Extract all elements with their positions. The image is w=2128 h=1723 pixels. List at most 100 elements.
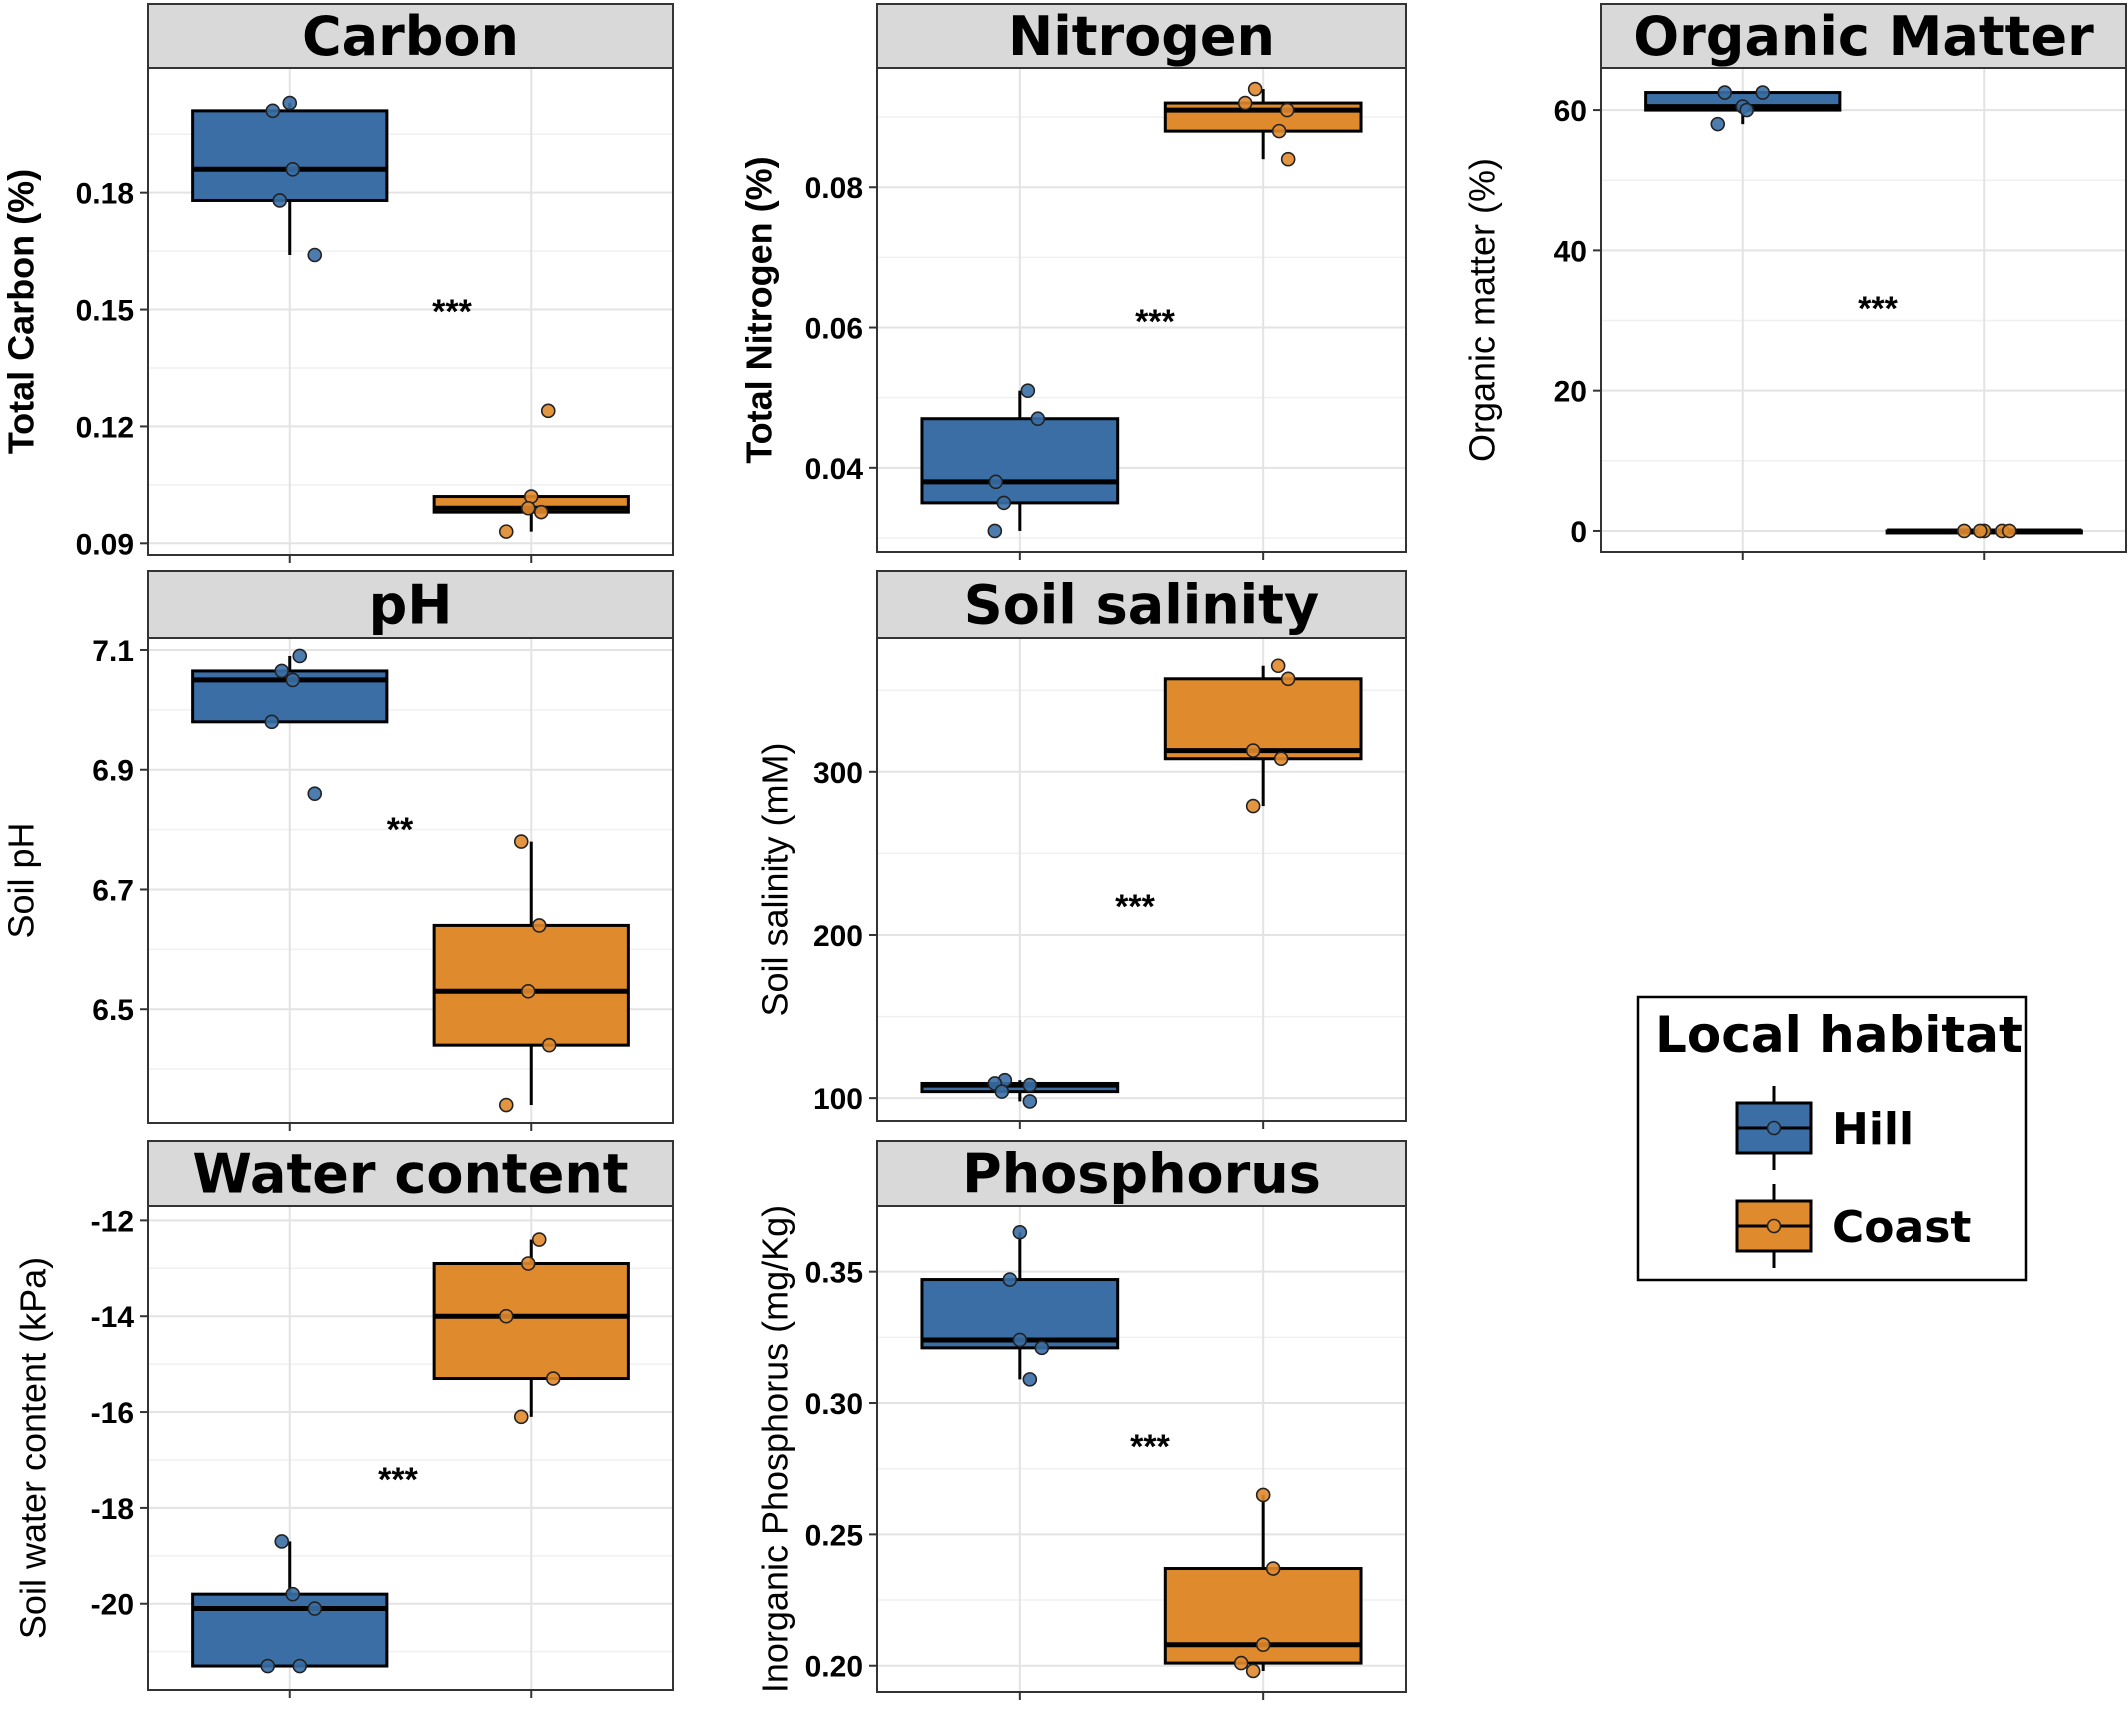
y-tick-label: 0.09 (76, 528, 134, 561)
y-tick-label: -16 (91, 1397, 134, 1430)
box-coast (432, 403, 630, 539)
y-tick-label: 6.7 (92, 874, 134, 907)
data-point (1022, 1077, 1038, 1093)
box-iqr (920, 417, 1120, 505)
y-tick-label: -20 (91, 1589, 134, 1622)
box-coast (1163, 1487, 1363, 1679)
panel-title: Organic Matter (1633, 5, 2094, 68)
legend-item-hill: Hill (1735, 1086, 1914, 1170)
box-hill (191, 648, 389, 801)
data-point (1247, 81, 1263, 97)
strip-background (147, 1140, 674, 1207)
y-tick-label: 7.1 (92, 635, 134, 668)
data-point (1717, 85, 1733, 100)
data-point (1739, 102, 1755, 118)
y-tick-label: 40 (1554, 235, 1587, 268)
panel-title: Nitrogen (1008, 5, 1275, 68)
data-point (1255, 1637, 1271, 1653)
data-point (987, 523, 1003, 539)
box-coast (432, 1232, 630, 1425)
data-point (1279, 102, 1295, 118)
data-point (1280, 671, 1296, 687)
panel-title: Water content (192, 1143, 628, 1206)
data-point (520, 983, 536, 999)
data-point (1972, 523, 1988, 539)
data-point (285, 161, 301, 177)
significance-label: *** (1858, 290, 1898, 328)
strip-background (1600, 3, 2127, 69)
y-axis-label: Organic matter (%) (1462, 158, 1503, 462)
y-tick-label: 100 (813, 1083, 863, 1116)
panel-soil-salinity: 100 200 300 Soil salinity Soil salinity (mM)… (755, 570, 1407, 1129)
data-point (260, 1658, 276, 1674)
box-hill (920, 383, 1120, 539)
data-point (1002, 1272, 1018, 1287)
legend-item-coast: Coast (1735, 1184, 1971, 1268)
data-point (1245, 798, 1261, 814)
panel-phosphorus: 0.20 0.25 0.30 0.35 Phosphorus Inorganic Phos… (755, 1140, 1407, 1700)
data-point (541, 1037, 557, 1053)
data-point (265, 103, 281, 119)
y-tick-label: 0.25 (805, 1519, 863, 1552)
significance-label: ** (387, 811, 414, 849)
y-tick-label: 0.12 (76, 411, 134, 444)
panel-title: pH (369, 574, 453, 637)
data-point (1012, 1224, 1028, 1240)
y-tick-label: -12 (91, 1205, 134, 1238)
panel-title: Soil salinity (964, 574, 1319, 637)
data-point (1245, 1663, 1261, 1679)
data-point (523, 489, 539, 504)
y-axis-label: Soil salinity (mM) (755, 742, 796, 1016)
strip-background (147, 570, 674, 639)
box-iqr (1163, 101, 1363, 133)
data-point (1034, 1340, 1050, 1356)
data-point (545, 1371, 561, 1386)
panel-organic-matter: 0 20 40 60 Organic Matter Organic matter (%) *… (1462, 3, 2127, 560)
data-point (285, 672, 301, 688)
data-point (531, 918, 547, 933)
y-axis-label: Soil pH (1, 822, 42, 938)
data-point (1237, 95, 1253, 111)
box-coast (1885, 523, 2083, 539)
legend-key-point (1766, 1120, 1782, 1136)
grid-lines (148, 638, 673, 1123)
data-point (282, 95, 298, 111)
data-point (520, 500, 536, 516)
y-axis-label: Total Nitrogen (%) (739, 156, 780, 463)
data-point (1273, 751, 1289, 767)
legend-key-point (1766, 1218, 1782, 1234)
box-hill (191, 95, 389, 263)
y-tick-label: 0.35 (805, 1257, 863, 1290)
data-point (1012, 1332, 1028, 1348)
y-axis-label: Total Carbon (%) (1, 169, 42, 454)
panel-title: Phosphorus (962, 1143, 1321, 1206)
box-iqr (1163, 677, 1363, 761)
data-point (307, 786, 323, 801)
data-point (513, 834, 529, 849)
y-tick-label: 0.30 (805, 1388, 863, 1421)
data-point (540, 403, 556, 419)
y-tick-label: 0.18 (76, 178, 134, 211)
y-tick-label: 6.9 (92, 755, 134, 788)
data-point (307, 247, 323, 263)
y-tick-label: 60 (1554, 95, 1587, 128)
data-point (498, 524, 514, 539)
y-tick-label: 200 (813, 920, 863, 953)
data-point (285, 1586, 301, 1602)
box-hill (920, 1224, 1120, 1387)
panel-ph: 6.5 6.7 6.9 7.1 pH Soil pH ** (1, 570, 674, 1131)
data-point (520, 1256, 536, 1271)
y-tick-label: 6.5 (92, 994, 134, 1027)
y-axis-label: Inorganic Phosphorus (mg/Kg) (755, 1205, 796, 1693)
significance-label: *** (1130, 1428, 1170, 1466)
data-point (1271, 123, 1287, 139)
data-point (994, 1084, 1010, 1099)
data-point (1022, 1372, 1038, 1387)
box-coast (1163, 81, 1363, 167)
y-tick-label: 0.04 (805, 453, 864, 486)
data-point (1710, 116, 1726, 132)
data-point (272, 193, 288, 208)
box-coast (1163, 658, 1363, 814)
legend: Local habitat Hill Coast (1636, 995, 2028, 1282)
data-point (1956, 523, 1972, 539)
